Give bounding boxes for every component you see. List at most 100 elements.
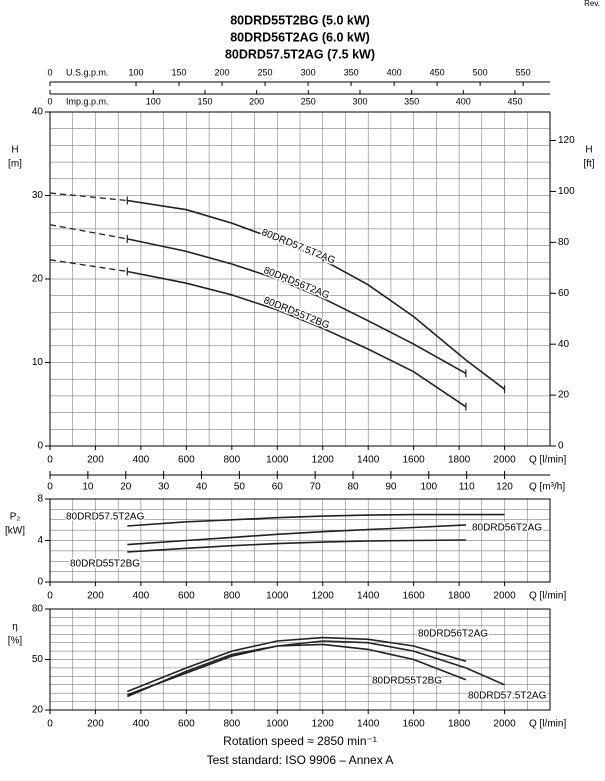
y-tick-label: 40 <box>32 107 44 118</box>
x-tick-label: 200 <box>87 455 104 466</box>
aux-tick-label: 80 <box>347 482 359 493</box>
curve <box>127 199 505 390</box>
chart-title: 80DRD55T2BG (5.0 kW) <box>230 13 370 27</box>
aux-tick-label: 60 <box>272 482 284 493</box>
aux-tick-label: 20 <box>120 482 132 493</box>
x-tick-label: 600 <box>178 719 195 730</box>
aux-tick-label: 200 <box>249 96 264 106</box>
aux-axis-label: U.S.g.p.m. <box>66 67 109 77</box>
curve <box>126 643 467 698</box>
y-tick-label: 30 <box>32 190 44 201</box>
x-tick-label: 2000 <box>493 719 516 730</box>
curve-label: 80DRD56T2AG <box>472 523 542 534</box>
x-tick-label: 1800 <box>448 591 471 602</box>
y-tick-label: 20 <box>32 705 44 716</box>
y-tick-label: 8 <box>37 494 43 505</box>
y2-axis-unit: [ft] <box>583 159 594 170</box>
x-tick-label: 2000 <box>493 455 516 466</box>
y-axis-unit: [%] <box>8 636 23 647</box>
aux-tick-label: 50 <box>234 482 246 493</box>
y2-tick-label: 20 <box>558 390 570 401</box>
note: Test standard: ISO 9906 – Annex A <box>207 753 394 767</box>
y-axis-label: P₂ <box>10 512 21 523</box>
x-tick-label: 1400 <box>357 591 380 602</box>
y-axis-unit: [m] <box>8 159 22 170</box>
y2-tick-label: 0 <box>558 441 564 452</box>
y2-tick-label: 40 <box>558 339 570 350</box>
curve-label: 80DRD56T2AG <box>262 265 331 302</box>
x-tick-label: 800 <box>223 719 240 730</box>
curve <box>127 636 467 693</box>
curve-label: 80DRD55T2BG <box>70 559 140 570</box>
x-tick-label: 1600 <box>403 455 426 466</box>
aux-tick-label: 110 <box>459 482 475 493</box>
aux-tick-label: 0 <box>47 67 52 77</box>
chart-title: 80DRD56T2AG (6.0 kW) <box>230 30 370 44</box>
y-axis-label: η <box>12 622 18 633</box>
x-axis-label: Q [l/min] <box>529 455 566 466</box>
curve-extrapolated <box>49 192 128 202</box>
aux-tick-label: 500 <box>473 67 488 77</box>
y-tick-label: 0 <box>37 577 43 588</box>
y2-tick-label: 100 <box>558 186 575 197</box>
curve <box>127 513 505 527</box>
aux-tick-label: 0 <box>47 482 53 493</box>
aux-tick-label: 100 <box>146 96 161 106</box>
curve <box>127 238 467 375</box>
aux-tick-label: 250 <box>301 96 316 106</box>
x-tick-label: 800 <box>223 591 240 602</box>
x-tick-label: 1800 <box>448 719 471 730</box>
aux-tick-label: 550 <box>516 67 531 77</box>
aux-tick-label: 100 <box>129 67 144 77</box>
x-tick-label: 400 <box>133 455 150 466</box>
x-tick-label: 1400 <box>357 719 380 730</box>
x-tick-label: 1800 <box>448 455 471 466</box>
y-tick-label: 80 <box>32 604 44 615</box>
x-axis-label: Q [l/min] <box>529 591 566 602</box>
aux-tick-label: 450 <box>430 67 445 77</box>
curve <box>127 640 505 696</box>
aux-tick-label: 30 <box>158 482 170 493</box>
y2-tick-label: 80 <box>558 237 570 248</box>
x-tick-label: 1200 <box>312 591 335 602</box>
y2-tick-label: 120 <box>558 135 575 146</box>
aux-tick-label: 200 <box>215 67 230 77</box>
y-tick-label: 50 <box>32 654 44 665</box>
y-tick-label: 20 <box>32 274 44 285</box>
curve-label: 80DRD56T2AG <box>418 629 488 640</box>
aux-tick-label: 150 <box>197 96 212 106</box>
note: Rotation speed ≈ 2850 min⁻¹ <box>223 734 377 748</box>
y2-axis-label: H <box>585 145 592 156</box>
curve <box>127 524 466 546</box>
curve-label: 80DRD57.5T2AG <box>260 227 337 267</box>
curve-label: 80DRD57.5T2AG <box>468 691 547 702</box>
curve-label: 80DRD57.5T2AG <box>66 512 145 523</box>
x-tick-label: 400 <box>133 719 150 730</box>
x-tick-label: 400 <box>133 591 150 602</box>
aux-tick-label: 450 <box>507 96 522 106</box>
x-tick-label: 600 <box>178 591 195 602</box>
x-tick-label: 1600 <box>403 591 426 602</box>
x-tick-label: 800 <box>223 455 240 466</box>
y2-tick-label: 60 <box>558 288 570 299</box>
curve-extrapolated <box>49 224 128 240</box>
x-tick-label: 600 <box>178 455 195 466</box>
y-tick-label: 10 <box>32 357 44 368</box>
aux-tick-label: 150 <box>172 67 187 77</box>
aux-tick-label: 90 <box>385 482 397 493</box>
x-tick-label: 200 <box>87 591 104 602</box>
y-axis-unit: [kW] <box>5 526 25 537</box>
aux-tick-label: 0 <box>47 96 52 106</box>
curve <box>127 539 466 553</box>
chart-title: 80DRD57.5T2AG (7.5 kW) <box>225 47 375 61</box>
x-tick-label: 1000 <box>266 591 289 602</box>
revision: Rev. <box>584 0 600 8</box>
aux-tick-label: 120 <box>496 482 513 493</box>
aux-tick-label: 100 <box>420 482 437 493</box>
x-tick-label: 1400 <box>357 455 380 466</box>
curve-label: 80DRD55T2BG <box>372 676 442 687</box>
curve-label: 80DRD55T2BG <box>262 295 331 332</box>
aux-tick-label: 350 <box>404 96 419 106</box>
curve-extrapolated <box>49 259 128 273</box>
